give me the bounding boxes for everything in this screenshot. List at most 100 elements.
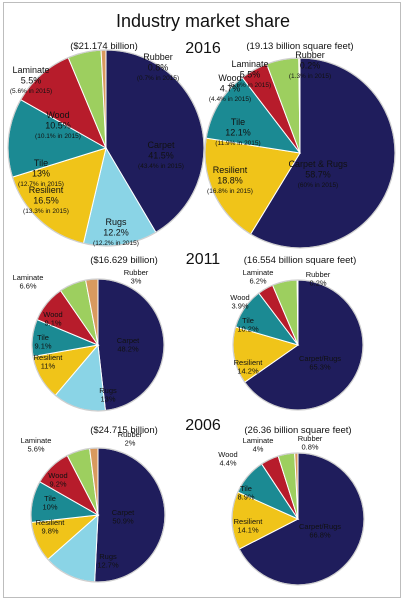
slice-label-laminate: Laminate 5.5% (5.6% in 2015) [10,65,52,95]
slice-label-rugs: Rugs 12.2% (12.2% in 2015) [93,217,139,247]
slice-name: Laminate [12,65,49,75]
slice-value: 14.1% [237,526,259,535]
pie-subtitle: ($24.715 billion) [90,425,158,436]
pie-chart-2011-dollars: 2011($16.629 billion)Carpet 48.2%Rugs 13%R… [13,251,220,412]
slice-name: Rubber [295,50,325,60]
slice-label-rubber: Rubber 2% [118,430,143,448]
slice-name: Laminate [13,273,44,282]
slice-name: Wood [218,73,241,83]
pie-chart-2006-sqft: (26.36 billion square feet) Carpet/Rugs 66… [218,425,365,586]
slice-label-carpet: Carpet & Rugs 58.7% (60% in 2015) [288,159,348,189]
slice-name: Wood [48,471,67,480]
slice-prior: (13.3% in 2015) [23,208,69,215]
slice-label-resilient: Resilient 9.8% [36,518,66,536]
slice-value: 16.5% [33,195,59,205]
slice-label-laminate: Laminate 4% [243,436,274,454]
slice-label-tile: Tile 13% (12.7% in 2015) [18,158,64,188]
slice-prior: (5.6% in 2015) [10,88,52,95]
slice-value: 5.6% [27,445,44,454]
slice-name: Rugs [105,217,127,227]
slice-name: Wood [46,110,69,120]
slice-label-carpet: Carpet 41.5% (43.4% in 2015) [138,140,184,170]
slice-value: 12.7% [97,561,119,570]
slice-label-rubber: Rubber 0.2% (1.3% in 2015) [289,50,331,80]
slice-value: 9.1% [34,342,51,351]
slice-label-resilient: Resilient 18.8% (16.8% in 2015) [207,165,253,195]
slice-name: Tile [242,316,254,325]
slice-prior: (43.4% in 2015) [138,163,184,170]
slice-value: 9.2% [49,480,66,489]
slice-value: 9.8% [41,527,58,536]
slice-value: 5.5% [21,75,42,85]
slice-value: 4.7% [220,83,241,93]
slice-name: Carpet/Rugs [299,522,341,531]
slice-name: Wood [43,310,62,319]
pie-subtitle: (16.554 billion square feet) [244,255,357,266]
slice-name: Tile [37,333,49,342]
slice-name: Carpet & Rugs [288,159,348,169]
pie-outline [231,452,365,586]
slice-value: 10.5% [45,120,71,130]
slice-name: Laminate [21,436,52,445]
slice-name: Resilient [36,518,66,527]
slice-name: Laminate [243,436,274,445]
slice-label-rugs: Rugs 13% [99,386,117,404]
slice-label-tile: Tile 8.9% [237,484,254,502]
slice-name: Wood [218,450,237,459]
slice-value: 10% [42,503,57,512]
slice-name: Carpet [147,140,175,150]
slice-name: Tile [231,117,245,127]
slice-name: Carpet [117,336,140,345]
slice-value: 0.2% [300,60,321,70]
slice-prior: (12.2% in 2015) [93,240,139,247]
slice-value: 2% [125,439,136,448]
slice-label-resilient: Resilient 11% [34,353,64,371]
chart-title: Industry market share [116,11,290,31]
slice-label-wood: Wood 4.7% (4.4% in 2015) [209,73,251,103]
slice-value: 3.9% [231,302,248,311]
slice-value: 12.1% [225,127,251,137]
slice-value: 4.4% [219,459,236,468]
pie-subtitle: ($16.629 billion) [90,255,158,266]
slice-prior: (16.8% in 2015) [207,188,253,195]
year-label: 2016 [185,40,221,57]
slice-prior: (60% in 2015) [298,182,338,189]
slice-name: Laminate [243,268,274,277]
slice-value: 48.2% [117,345,139,354]
slice-value: 6.2% [249,277,266,286]
slice-name: Tile [34,158,48,168]
slice-label-rubber: Rubber 0.8% [298,434,323,452]
slice-label-resilient: Resilient 14.2% [234,358,264,376]
slice-name: Resilient [213,165,248,175]
slice-name: Rubber [143,52,173,62]
slice-name: Rubber [306,270,331,279]
slice-prior: (10.1% in 2015) [35,133,81,140]
slice-label-rubber: Rubber 3% [124,268,149,286]
slice-name: Rugs [99,386,117,395]
pie-outline [204,57,396,249]
slice-label-tile: Tile 9.1% [34,333,51,351]
slice-label-wood: Wood 9.2% [48,471,67,489]
pie-subtitle: (19.13 billion square feet) [246,41,353,52]
slice-prior: (11.9% in 2015) [215,140,260,147]
slice-value: 6.6% [19,282,36,291]
slice-label-tile: Tile 12.1% (11.9% in 2015) [215,117,260,147]
slice-label-resilient: Resilient 14.1% [234,517,264,535]
infographic-frame: Industry market share 2016 ($21.174 billi… [3,2,401,598]
slice-name: Wood [230,293,249,302]
slice-value: 58.7% [305,169,331,179]
slice-label-wood: Wood 9.1% [43,310,62,328]
slice-value: 9.1% [44,319,61,328]
slice-name: Tile [240,484,252,493]
slice-value: 12.2% [103,227,129,237]
pie-outline [7,49,205,247]
slice-label-laminate: Laminate 6.2% [243,268,274,286]
slice-name: Rugs [99,552,117,561]
slice-label-rubber: Rubber 0.8% (0.7% in 2015) [137,52,179,82]
slice-name: Resilient [34,353,64,362]
slice-prior: (0.7% in 2015) [137,75,179,82]
slice-value: 4% [253,445,264,454]
slice-label-carpet: Carpet/Rugs 66.8% [299,522,341,540]
slice-name: Rubber [118,430,143,439]
slice-value: 0.8% [148,62,169,72]
